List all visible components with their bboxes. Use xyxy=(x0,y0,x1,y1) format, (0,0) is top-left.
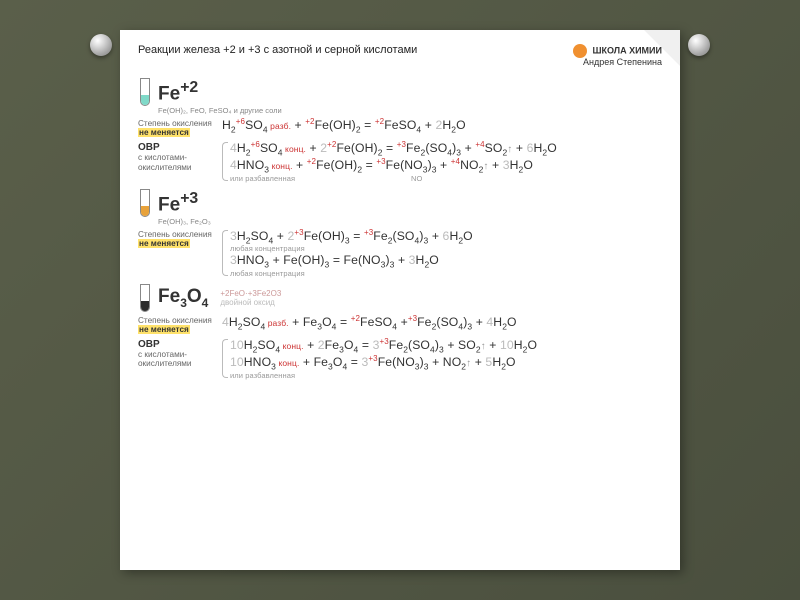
corner-fold xyxy=(644,30,680,66)
chemical-equation: H2+6SO4 разб. + +2Fe(OH)2 = +2FeSO4 + 2H… xyxy=(222,117,466,135)
pushpin-right xyxy=(688,34,710,56)
oxide-note: +2FeO·+3Fe2O3двойной оксид xyxy=(220,289,281,307)
chemical-equation: 4H2+6SO4 конц. + 2+2Fe(OH)2 = +3Fe2(SO4)… xyxy=(230,140,557,158)
section-label: Fe+3 xyxy=(158,190,198,216)
test-tube-icon xyxy=(140,189,150,217)
section-fe3o4: Fe3O4+2FeO·+3Fe2O3двойной оксидСтепень о… xyxy=(138,284,662,380)
side-annotation: Степень окисленияне меняется xyxy=(138,314,216,335)
chemistry-card: Реакции железа +2 и +3 с азотной и серно… xyxy=(120,30,680,570)
section-label: Fe3O4 xyxy=(158,286,208,310)
equation-group: ОВРс кислотами-окислителями 4H2+6SO4 конц… xyxy=(138,140,662,183)
equation-list: 10H2SO4 конц. + 2Fe3O4 = 3+3Fe2(SO4)3 + … xyxy=(222,337,537,380)
side-annotation: Степень окисленияне меняется xyxy=(138,117,216,138)
header: Реакции железа +2 и +3 с азотной и серно… xyxy=(138,44,662,72)
side-annotation: Степень окисленияне меняется xyxy=(138,228,216,249)
pushpin-left xyxy=(90,34,112,56)
side-annotation: ОВРс кислотами-окислителями xyxy=(138,337,216,369)
chemical-equation: 3H2SO4 + 2+3Fe(OH)3 = +3Fe2(SO4)3 + 6H2O… xyxy=(230,228,473,254)
equation-list: 4H2+6SO4 конц. + 2+2Fe(OH)2 = +3Fe2(SO4)… xyxy=(222,140,557,183)
equation-group: Степень окисленияне меняется H2+6SO4 разб… xyxy=(138,117,662,138)
chemical-equation: 10HNO3 конц. + Fe3O4 = 3+3Fe(NO3)3 + NO2… xyxy=(230,354,537,380)
chemical-equation: 4H2SO4 разб. + Fe3O4 = +2FeSO4 ++3Fe2(SO… xyxy=(222,314,517,332)
section-subtitle: Fe(OH)₂, FeO, FeSO₄ и другие соли xyxy=(158,106,662,115)
equation-list: 3H2SO4 + 2+3Fe(OH)3 = +3Fe2(SO4)3 + 6H2O… xyxy=(222,228,473,278)
side-annotation: ОВРс кислотами-окислителями xyxy=(138,140,216,172)
section-fe3: Fe+3Fe(OH)₃, Fe₂O₃ Степень окисленияне ме… xyxy=(138,189,662,278)
test-tube-icon xyxy=(140,284,150,312)
section-label: Fe+2 xyxy=(158,79,198,105)
equation-group: Степень окисленияне меняется 4H2SO4 разб.… xyxy=(138,314,662,335)
equation-group: ОВРс кислотами-окислителями 10H2SO4 конц.… xyxy=(138,337,662,380)
equation-list: H2+6SO4 разб. + +2Fe(OH)2 = +2FeSO4 + 2H… xyxy=(222,117,466,135)
section-fe2: Fe+2Fe(OH)₂, FeO, FeSO₄ и другие соли Сте… xyxy=(138,78,662,183)
chemical-equation: 10H2SO4 конц. + 2Fe3O4 = 3+3Fe2(SO4)3 + … xyxy=(230,337,537,355)
page-title: Реакции железа +2 и +3 с азотной и серно… xyxy=(138,44,417,56)
test-tube-icon xyxy=(140,78,150,106)
chemical-equation: 3HNO3 + Fe(OH)3 = Fe(NO3)3 + 3H2Oлюбая к… xyxy=(230,253,473,277)
chemical-equation: 4HNO3 конц. + +2Fe(OH)2 = +3Fe(NO3)3 + +… xyxy=(230,157,557,183)
section-subtitle: Fe(OH)₃, Fe₂O₃ xyxy=(158,217,662,226)
equation-list: 4H2SO4 разб. + Fe3O4 = +2FeSO4 ++3Fe2(SO… xyxy=(222,314,517,332)
flask-icon xyxy=(573,44,587,58)
equation-group: Степень окисленияне меняется 3H2SO4 + 2+3… xyxy=(138,228,662,278)
